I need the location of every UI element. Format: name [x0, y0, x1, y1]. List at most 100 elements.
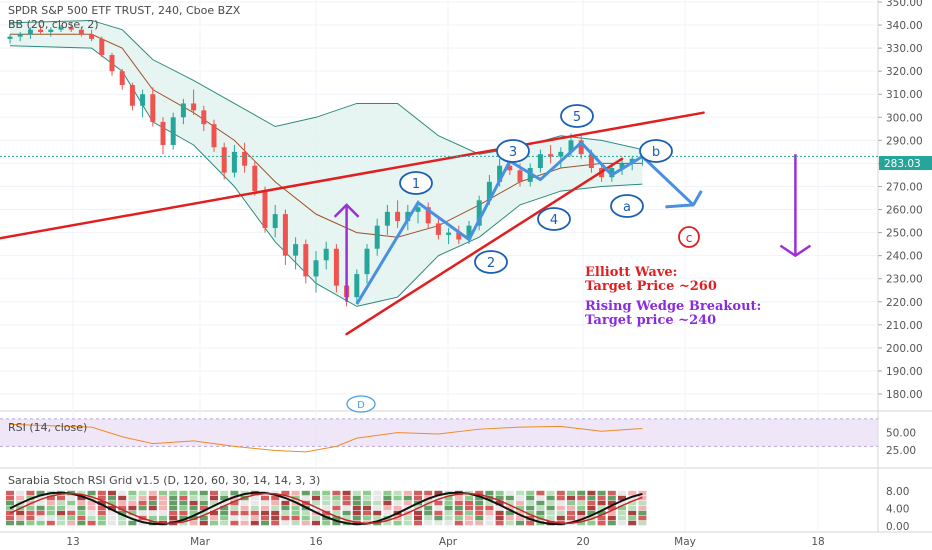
- stoch-cell: [6, 490, 14, 496]
- stoch-cell: [577, 510, 586, 516]
- stoch-cell: [108, 510, 116, 516]
- stoch-cell: [128, 490, 137, 496]
- candle-body: [548, 154, 554, 157]
- stoch-cell: [567, 490, 575, 496]
- stoch-cell: [189, 520, 198, 526]
- stoch-cell: [220, 495, 229, 501]
- stoch-cell: [556, 505, 565, 511]
- stoch-cell: [138, 505, 147, 511]
- stoch-cell: [322, 510, 331, 516]
- stoch-cell: [475, 520, 484, 526]
- stoch-cell: [352, 515, 361, 521]
- rsi-tick-label: 25.00: [886, 445, 916, 457]
- stoch-cell: [6, 495, 14, 501]
- date-axis[interactable]: 13 Mar 16 Apr 20 May 18: [66, 536, 824, 548]
- candle-body: [374, 225, 380, 249]
- candle: [27, 27, 33, 39]
- last-price-tag: [879, 156, 932, 170]
- stoch-cell: [393, 520, 402, 526]
- candle-body: [180, 103, 186, 118]
- candle: [303, 239, 309, 284]
- stoch-cell: [495, 500, 504, 506]
- stoch-cell: [250, 505, 259, 511]
- stoch-cell: [403, 490, 412, 496]
- candle: [446, 227, 452, 245]
- candle-body: [486, 181, 492, 201]
- stoch-cell: [67, 495, 76, 501]
- stoch-cell: [210, 495, 218, 501]
- stoch-cell: [638, 500, 647, 506]
- stoch-cell: [16, 515, 25, 521]
- date-tick-label: 20: [576, 536, 589, 548]
- stoch-cell: [128, 510, 137, 516]
- price-tick-label: 250.00: [886, 228, 923, 240]
- stoch-cell: [342, 490, 351, 496]
- stoch-cell: [546, 505, 555, 511]
- stoch-cell: [36, 490, 45, 496]
- stoch-cell: [383, 490, 392, 496]
- stoch-tick-label: 4.00: [886, 503, 909, 515]
- stoch-cell: [444, 505, 453, 511]
- stoch-cell: [159, 515, 167, 521]
- stoch-cell: [189, 510, 198, 516]
- stoch-cell: [57, 500, 65, 506]
- stoch-cell: [36, 500, 45, 506]
- stoch-cell: [505, 515, 514, 521]
- stoch-cell: [128, 495, 137, 501]
- candle: [78, 27, 84, 37]
- candle: [364, 244, 370, 284]
- stoch-cell: [169, 500, 178, 506]
- price-axis[interactable]: 350.00 340.00 330.00 320.00 310.00 300.00 290.…: [878, 0, 923, 401]
- stoch-cell: [312, 520, 320, 526]
- stoch-cell: [199, 490, 208, 496]
- stoch-cell: [108, 495, 116, 501]
- candle: [282, 209, 288, 265]
- stoch-cell: [301, 515, 310, 521]
- stoch-cell: [597, 520, 606, 526]
- candle: [109, 52, 115, 76]
- candle-body: [7, 36, 13, 39]
- price-tick-label: 180.00: [886, 389, 923, 401]
- stoch-cell: [332, 490, 341, 496]
- stoch-cell: [363, 495, 371, 501]
- stoch-cell: [373, 505, 382, 511]
- stoch-cell: [454, 510, 463, 516]
- stoch-tick-label: 0.00: [886, 521, 909, 533]
- stoch-cell: [220, 520, 229, 526]
- stoch-cell: [138, 490, 147, 496]
- svg-text:c: c: [686, 231, 693, 245]
- candle: [354, 269, 360, 305]
- stoch-cell: [179, 515, 188, 521]
- svg-text:D: D: [357, 400, 365, 411]
- stoch-cell: [210, 505, 218, 511]
- stoch-cell: [495, 510, 504, 516]
- candle-body: [17, 34, 23, 37]
- candle-body: [364, 248, 370, 275]
- stoch-cell: [628, 520, 637, 526]
- rsi-tick-label: 50.00: [886, 428, 916, 440]
- stoch-cell: [169, 495, 178, 501]
- stoch-cell: [597, 490, 606, 496]
- stoch-cell: [638, 510, 647, 516]
- candle-body: [160, 121, 166, 145]
- stoch-cell: [618, 490, 626, 496]
- candle: [242, 142, 248, 173]
- stoch-cell: [210, 510, 218, 516]
- candle-body: [537, 154, 543, 169]
- stoch-cell: [87, 505, 96, 511]
- stoch-cell: [6, 500, 14, 506]
- stoch-cell: [261, 510, 269, 516]
- candle-body: [252, 165, 258, 192]
- stoch-cell: [210, 490, 218, 496]
- date-tick-label: 18: [811, 536, 824, 548]
- stoch-cell: [16, 495, 25, 501]
- stoch-cell: [587, 500, 596, 506]
- stoch-cell: [291, 510, 300, 516]
- stoch-cell: [118, 495, 127, 501]
- stoch-cell: [77, 495, 86, 501]
- stoch-cell: [322, 490, 331, 496]
- stoch-cell: [230, 500, 239, 506]
- stoch-cell: [159, 500, 167, 506]
- stoch-cell: [250, 515, 259, 521]
